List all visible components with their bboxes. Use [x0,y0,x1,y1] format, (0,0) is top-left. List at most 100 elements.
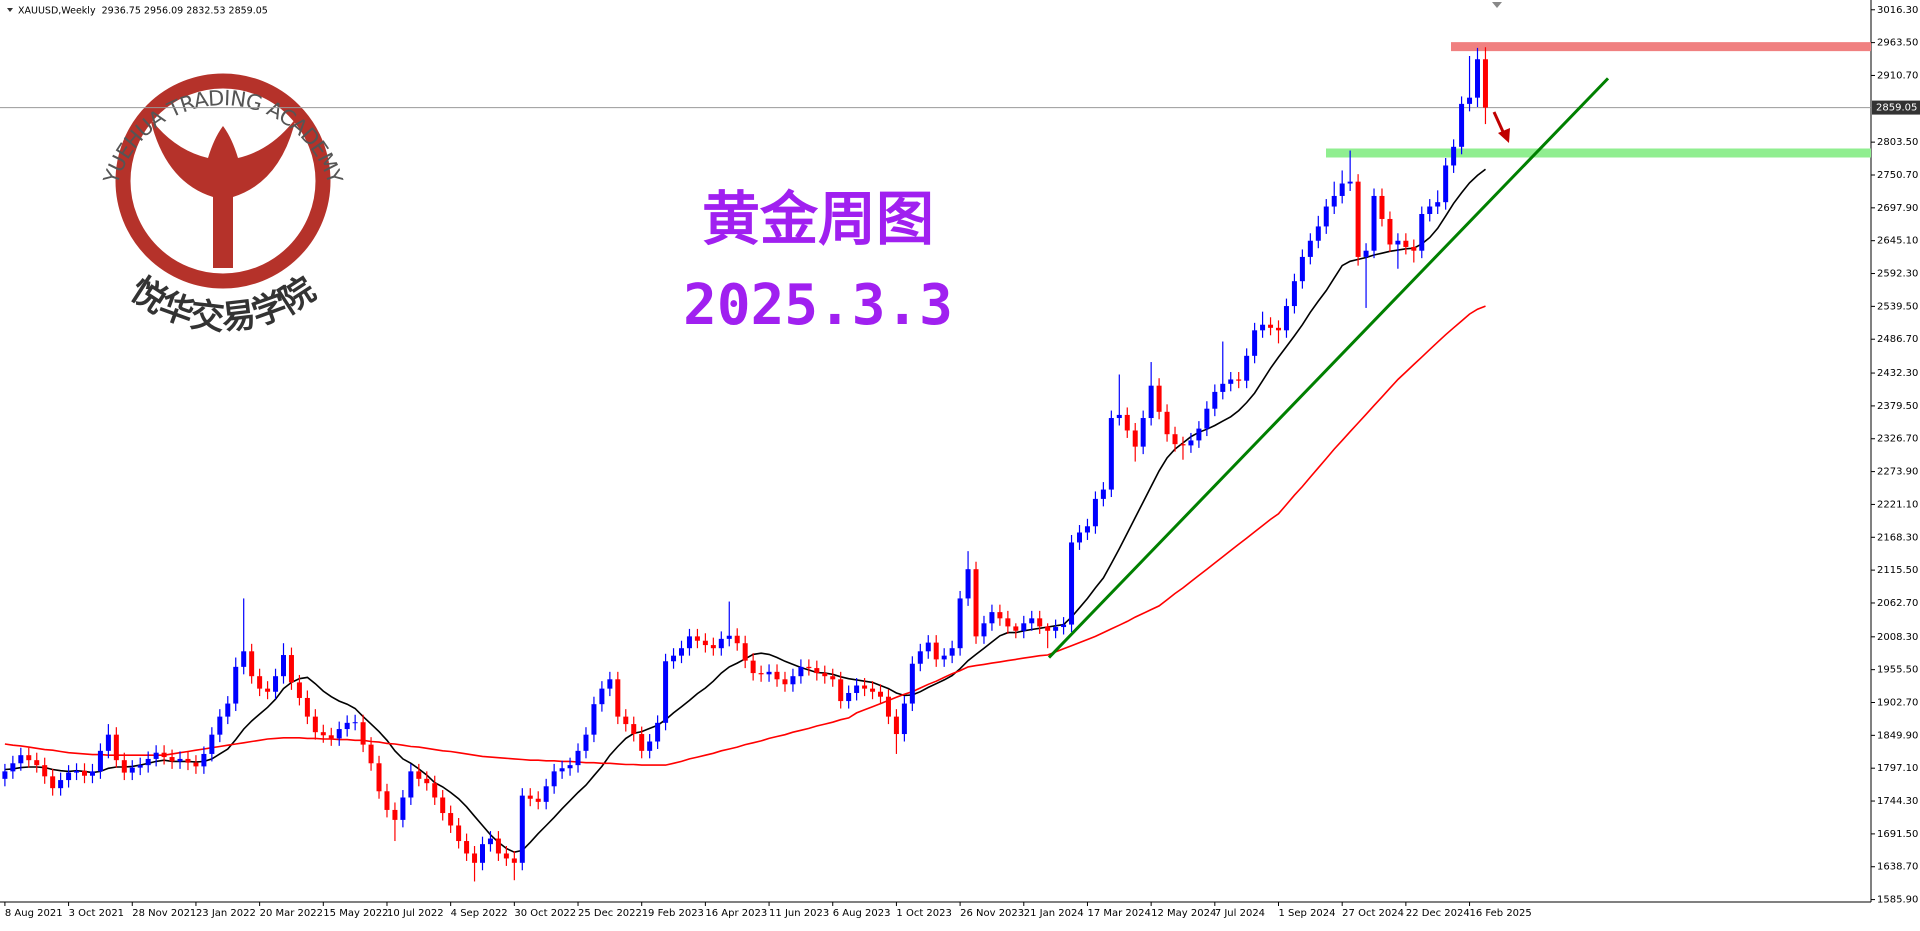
candle-body [1268,324,1274,328]
x-tick-label: 6 Aug 2023 [833,908,891,919]
candle-body [917,651,923,664]
y-tick-label: 1744.30 [1877,796,1918,807]
candle-body [901,703,907,735]
candle-body [503,853,509,859]
y-tick-label: 2803.50 [1877,137,1918,148]
candle-body [400,797,406,820]
candle-body [814,668,820,674]
candle-body [1124,414,1130,431]
candle-body [981,623,987,637]
candle-body [1291,281,1297,307]
y-tick-label: 2221.10 [1877,499,1918,510]
y-tick-label: 2008.30 [1877,632,1918,643]
candle-body [965,569,971,599]
candle-body [1053,627,1059,631]
logo: YUEHUA TRADING ACADEMY 悦华交易学院 [99,73,347,339]
candle-body [854,685,860,693]
candle-body [511,858,517,863]
candle-body [1252,330,1258,356]
candle-body [607,679,613,689]
candle-body [18,755,24,764]
candle-body [1204,408,1210,429]
candle-body [758,673,764,675]
y-tick-label: 2645.10 [1877,236,1918,247]
candle-body [320,732,326,736]
marks [0,42,1871,882]
candle-body [328,735,334,739]
candle-body [1045,626,1051,631]
candle-body [1395,240,1401,245]
candle-body [1260,324,1266,331]
candle-body [551,771,557,787]
candle-body [472,853,478,863]
candle-body [655,722,661,742]
candle-body [527,795,533,799]
y-tick-label: 2062.70 [1877,598,1918,609]
candle-body [702,640,708,646]
candle-body [1069,542,1075,625]
y-tick-label: 2326.70 [1877,434,1918,445]
candle-body [50,776,56,789]
candle-body [1299,256,1305,282]
candle-body [1148,385,1154,419]
y-tick-label: 1955.50 [1877,665,1918,676]
candle-body [384,791,390,810]
candle-body [766,671,772,675]
candle-body [273,676,279,692]
header-icon [7,8,13,12]
candle-body [1371,195,1377,251]
candle-body [34,760,40,766]
candle-body [639,734,645,751]
y-tick-label: 2432.30 [1877,368,1918,379]
candle-body [249,651,255,677]
y-tick-label: 2115.50 [1877,565,1918,576]
logo-mark [150,118,296,268]
y-tick-label: 1585.90 [1877,895,1918,906]
shift-marker [1492,2,1502,8]
candle-body [830,676,836,680]
candle-body [217,716,223,735]
y-tick-label: 1849.90 [1877,730,1918,741]
candle-body [615,679,621,717]
candle-body [1100,489,1106,499]
x-tick-label: 10 Jul 2022 [387,908,444,919]
candle-body [806,666,812,669]
y-tick-label: 2963.50 [1877,38,1918,49]
x-tick-label: 16 Feb 2025 [1470,908,1532,919]
candle-body [885,696,891,717]
candle-body [1212,391,1218,409]
candle-body [1196,428,1202,441]
ma-line [4,168,1486,854]
candle-body [1236,379,1242,381]
candle-body [480,844,485,863]
watermark-title: 黄金周图 [702,185,934,253]
candle-body [519,795,525,863]
candle-body [2,771,8,779]
candle-body [1156,385,1162,412]
candle-body [448,813,454,826]
candle-body [838,679,844,702]
candle-body [1339,183,1345,196]
candle-body [201,753,207,767]
candle-body [925,642,931,652]
candle-body [1331,195,1337,207]
y-tick-label: 1638.70 [1877,862,1918,873]
candle-body [1482,59,1488,108]
y-tick-label: 1797.10 [1877,763,1918,774]
candle-body [495,838,501,854]
x-tick-label: 8 Aug 2021 [5,908,63,919]
candle-body [1244,355,1250,381]
candle-body [10,763,16,772]
candle-body [1276,327,1281,331]
candle-body [1077,532,1082,543]
candle-body [933,642,939,660]
candle-body [1108,418,1114,490]
candle-body [408,771,414,798]
candle-body [782,679,788,685]
x-tick-label: 20 Mar 2022 [260,908,323,919]
candle-body [432,783,438,798]
x-tick-label: 28 Nov 2021 [132,908,196,919]
x-tick-label: 15 May 2022 [323,908,388,919]
candle-body [1459,103,1465,147]
candle-body [973,569,979,637]
